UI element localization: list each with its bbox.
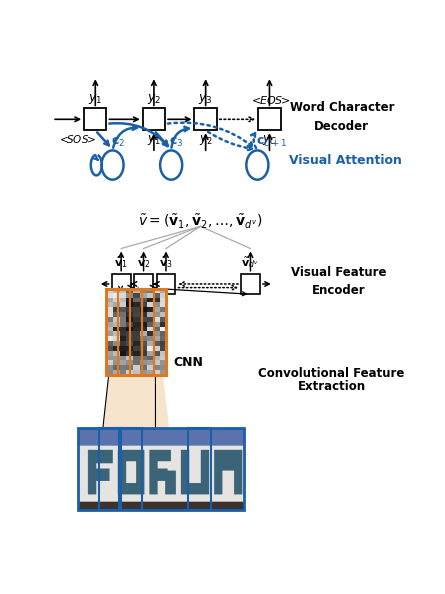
Text: $\mathbf{c}_2$: $\mathbf{c}_2$ [111, 137, 125, 150]
Text: Visual Feature: Visual Feature [291, 266, 386, 279]
Text: $y_2$: $y_2$ [199, 132, 213, 147]
Text: $<\!\!SOS\!\!>$: $<\!\!SOS\!\!>$ [57, 132, 96, 144]
FancyBboxPatch shape [157, 274, 175, 294]
Circle shape [160, 150, 182, 179]
Text: $\tilde{v} = (\tilde{\mathbf{v}}_1, \tilde{\mathbf{v}}_2, \ldots, \tilde{\mathbf: $\tilde{v} = (\tilde{\mathbf{v}}_1, \til… [138, 213, 263, 231]
Text: $\tilde{\mathbf{v}}_{d^v}$: $\tilde{\mathbf{v}}_{d^v}$ [242, 255, 259, 270]
Circle shape [101, 150, 124, 179]
Text: Extraction: Extraction [297, 380, 366, 393]
FancyBboxPatch shape [241, 274, 260, 294]
Text: Decoder: Decoder [314, 119, 369, 132]
FancyBboxPatch shape [84, 108, 106, 130]
Text: $<\!\!EOS\!\!>$: $<\!\!EOS\!\!>$ [249, 94, 290, 106]
Text: Visual Attention: Visual Attention [289, 154, 402, 167]
Text: $\tilde{\mathbf{v}}_3$: $\tilde{\mathbf{v}}_3$ [159, 255, 173, 270]
FancyBboxPatch shape [143, 108, 165, 130]
Text: $\tilde{\mathbf{v}}_2$: $\tilde{\mathbf{v}}_2$ [137, 255, 150, 270]
Text: Word Character: Word Character [290, 102, 394, 115]
Text: Convolutional Feature: Convolutional Feature [259, 366, 405, 380]
Text: Encoder: Encoder [312, 285, 365, 298]
Text: $\mathbf{c}_3$: $\mathbf{c}_3$ [170, 137, 184, 150]
Polygon shape [103, 375, 169, 428]
FancyBboxPatch shape [112, 274, 131, 294]
Text: $y_C$: $y_C$ [262, 132, 277, 147]
Text: $y_1$: $y_1$ [147, 132, 161, 147]
FancyBboxPatch shape [134, 274, 153, 294]
Text: $y_2$: $y_2$ [147, 92, 161, 106]
Text: $\tilde{\mathbf{v}}_1$: $\tilde{\mathbf{v}}_1$ [114, 255, 128, 270]
Text: $y_1$: $y_1$ [88, 92, 102, 106]
Circle shape [247, 150, 268, 179]
Text: $y_3$: $y_3$ [198, 92, 213, 106]
Text: CNN: CNN [173, 356, 203, 369]
FancyBboxPatch shape [194, 108, 217, 130]
Text: $\mathbf{c}_{C+1}$: $\mathbf{c}_{C+1}$ [255, 137, 287, 150]
FancyBboxPatch shape [258, 108, 281, 130]
